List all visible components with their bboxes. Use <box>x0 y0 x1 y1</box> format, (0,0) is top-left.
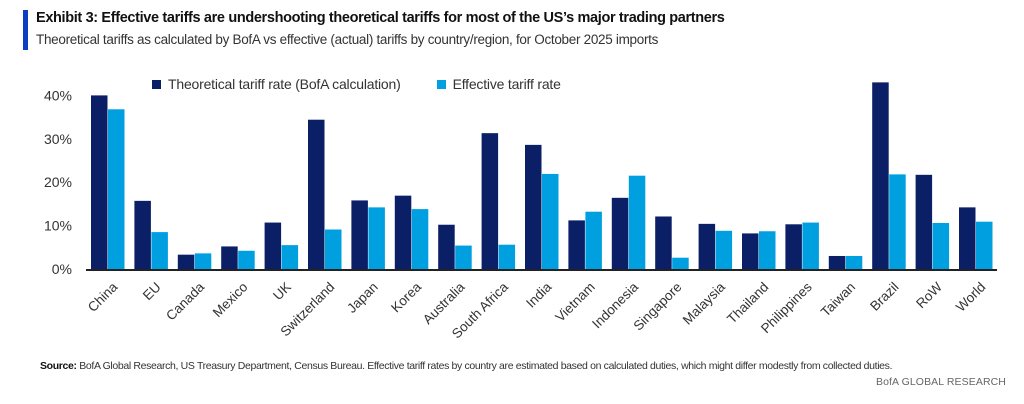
bar-theoretical <box>481 133 499 269</box>
bar-theoretical <box>134 200 151 269</box>
bar-effective <box>976 221 993 269</box>
bar-theoretical <box>177 254 195 269</box>
legend-item-effective: Effective tariff rate <box>436 76 561 92</box>
source-text: BofA Global Research, US Treasury Depart… <box>79 360 893 372</box>
bar-theoretical <box>698 223 716 269</box>
bar-theoretical <box>438 224 455 269</box>
bar-theoretical <box>655 216 672 269</box>
brand-label: BofA GLOBAL RESEARCH <box>876 376 1006 388</box>
bar-effective <box>498 244 516 269</box>
x-tick-label: RoW <box>913 279 945 311</box>
bar-theoretical <box>308 119 325 269</box>
bar-theoretical <box>959 207 976 269</box>
bar-effective <box>845 255 863 269</box>
x-tick-label: Taiwan <box>818 279 858 319</box>
chart-panel <box>6 4 1018 400</box>
source-label: Source: <box>40 360 77 372</box>
bar-theoretical <box>742 233 759 269</box>
y-tick-label: 30% <box>44 131 72 147</box>
bars <box>91 82 993 270</box>
legend-swatch-theoretical <box>152 79 161 89</box>
bar-effective <box>628 175 646 269</box>
bar-effective <box>672 257 689 269</box>
bar-effective <box>194 253 212 269</box>
y-tick-label: 20% <box>44 174 72 190</box>
bar-theoretical <box>828 255 846 269</box>
legend-swatch-effective <box>436 79 446 89</box>
x-tick-label: Korea <box>388 279 424 315</box>
bar-theoretical <box>568 220 585 269</box>
bar-theoretical <box>351 200 368 269</box>
x-tick-label: China <box>85 279 121 315</box>
x-tick-label: Canada <box>163 279 207 323</box>
x-tick-label: India <box>523 279 555 311</box>
y-tick-label: 10% <box>44 218 72 234</box>
bar-effective <box>325 229 342 269</box>
bar-theoretical <box>872 82 889 269</box>
bar-theoretical <box>91 95 108 270</box>
legend-item-theoretical: Theoretical tariff rate (BofA calculatio… <box>152 76 401 92</box>
x-tick-label: EU <box>140 279 164 303</box>
bar-theoretical <box>264 222 282 269</box>
y-tick-label: 40% <box>44 87 72 103</box>
bar-effective <box>585 211 602 269</box>
chart-title: Exhibit 3: Effective tariffs are undersh… <box>36 10 725 26</box>
legend: Theoretical tariff rate (BofA calculatio… <box>152 76 561 92</box>
y-axis: 0% 10% 20% 30% 40% <box>44 87 72 277</box>
bar-effective <box>281 245 299 269</box>
bar-effective <box>889 174 906 269</box>
x-tick-label: Japan <box>344 279 381 316</box>
bar-effective <box>108 109 125 270</box>
y-tick-label: 0% <box>52 261 72 277</box>
x-tick-label: World <box>953 279 988 314</box>
x-tick-label: Brazil <box>867 279 901 313</box>
accent-bar <box>23 10 28 50</box>
x-tick-label: Malaysia <box>680 279 729 328</box>
bar-effective <box>759 231 776 269</box>
bar-effective <box>932 222 950 269</box>
bar-theoretical <box>221 246 238 269</box>
bar-theoretical <box>785 224 802 269</box>
bar-effective <box>368 207 385 269</box>
bar-effective <box>802 222 819 269</box>
bar-theoretical <box>915 174 933 269</box>
bar-effective <box>715 230 733 269</box>
source-note: Source: BofA Global Research, US Treasur… <box>40 360 892 372</box>
legend-label-effective: Effective tariff rate <box>452 76 561 92</box>
bar-effective <box>455 245 472 269</box>
bar-theoretical <box>611 197 629 269</box>
legend-label-theoretical: Theoretical tariff rate (BofA calculatio… <box>168 76 401 92</box>
bar-effective <box>411 209 429 269</box>
bar-effective <box>238 250 255 269</box>
x-tick-label: Mexico <box>210 279 251 320</box>
chart-subtitle: Theoretical tariffs as calculated by Bof… <box>36 32 659 47</box>
bar-effective <box>151 232 168 269</box>
bar-theoretical <box>394 195 412 269</box>
bar-effective <box>542 173 559 269</box>
x-tick-label: UK <box>270 279 294 303</box>
bar-theoretical <box>525 144 542 269</box>
